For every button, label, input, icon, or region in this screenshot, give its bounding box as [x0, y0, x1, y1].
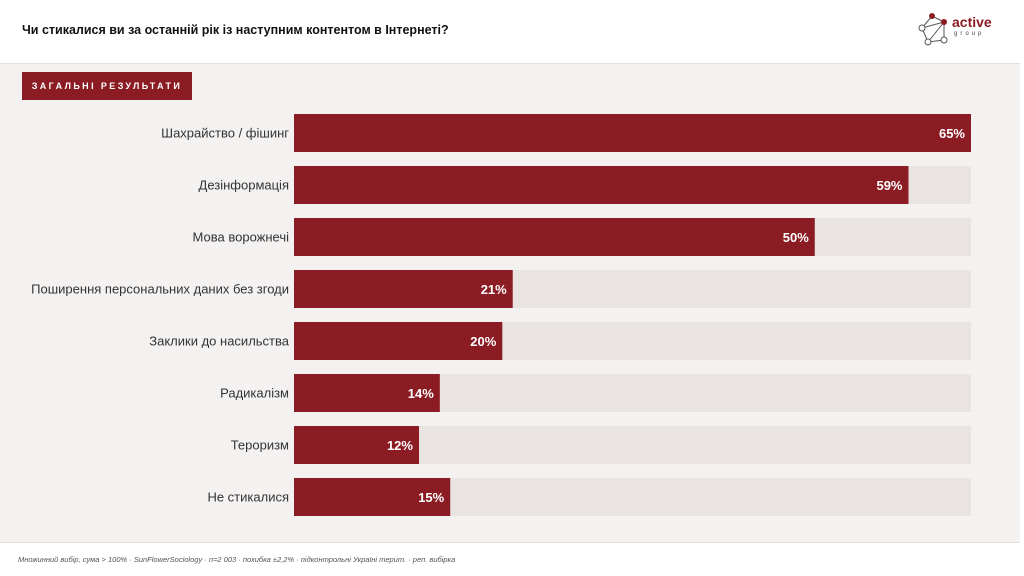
logo-sub: group — [954, 31, 985, 37]
bar — [294, 478, 451, 516]
section-tag: ЗАГАЛЬНІ РЕЗУЛЬТАТИ — [22, 72, 192, 100]
bar — [294, 218, 815, 256]
category-label: Мова ворожнечі — [193, 230, 290, 245]
bar — [294, 426, 419, 464]
active-group-logo: active group — [914, 8, 1004, 54]
value-label: 21% — [481, 282, 507, 297]
value-label: 65% — [939, 126, 965, 141]
bar — [294, 374, 440, 412]
category-label: Тероризм — [231, 438, 289, 453]
footnote: Множинний вибір, сума > 100% · SunFlower… — [18, 555, 456, 564]
page-title: Чи стикалися ви за останній рік із насту… — [22, 23, 449, 37]
category-label: Радикалізм — [220, 386, 289, 401]
bar — [294, 166, 909, 204]
value-label: 15% — [418, 490, 444, 505]
category-label: Дезінформація — [199, 178, 289, 193]
category-label: Не стикалися — [207, 490, 289, 505]
value-label: 50% — [783, 230, 809, 245]
category-label: Заклики до насильства — [149, 334, 289, 349]
footer-bar: Множинний вибір, сума > 100% · SunFlower… — [0, 542, 1024, 576]
value-label: 20% — [470, 334, 496, 349]
value-label: 59% — [876, 178, 902, 193]
bar-chart: Шахрайство / фішинг 65% Дезінформація 59% Мо… — [31, 114, 971, 516]
value-label: 12% — [387, 438, 413, 453]
bar — [294, 270, 513, 308]
bar — [294, 322, 503, 360]
page-edge — [1020, 0, 1024, 576]
network-logo-icon — [918, 13, 948, 46]
category-label: Поширення персональних даних без згоди — [31, 282, 289, 297]
bar — [294, 114, 971, 152]
category-label: Шахрайство / фішинг — [161, 126, 289, 141]
header-bar: Чи стикалися ви за останній рік із насту… — [0, 0, 1024, 64]
logo-name: active — [952, 14, 992, 30]
value-label: 14% — [408, 386, 434, 401]
